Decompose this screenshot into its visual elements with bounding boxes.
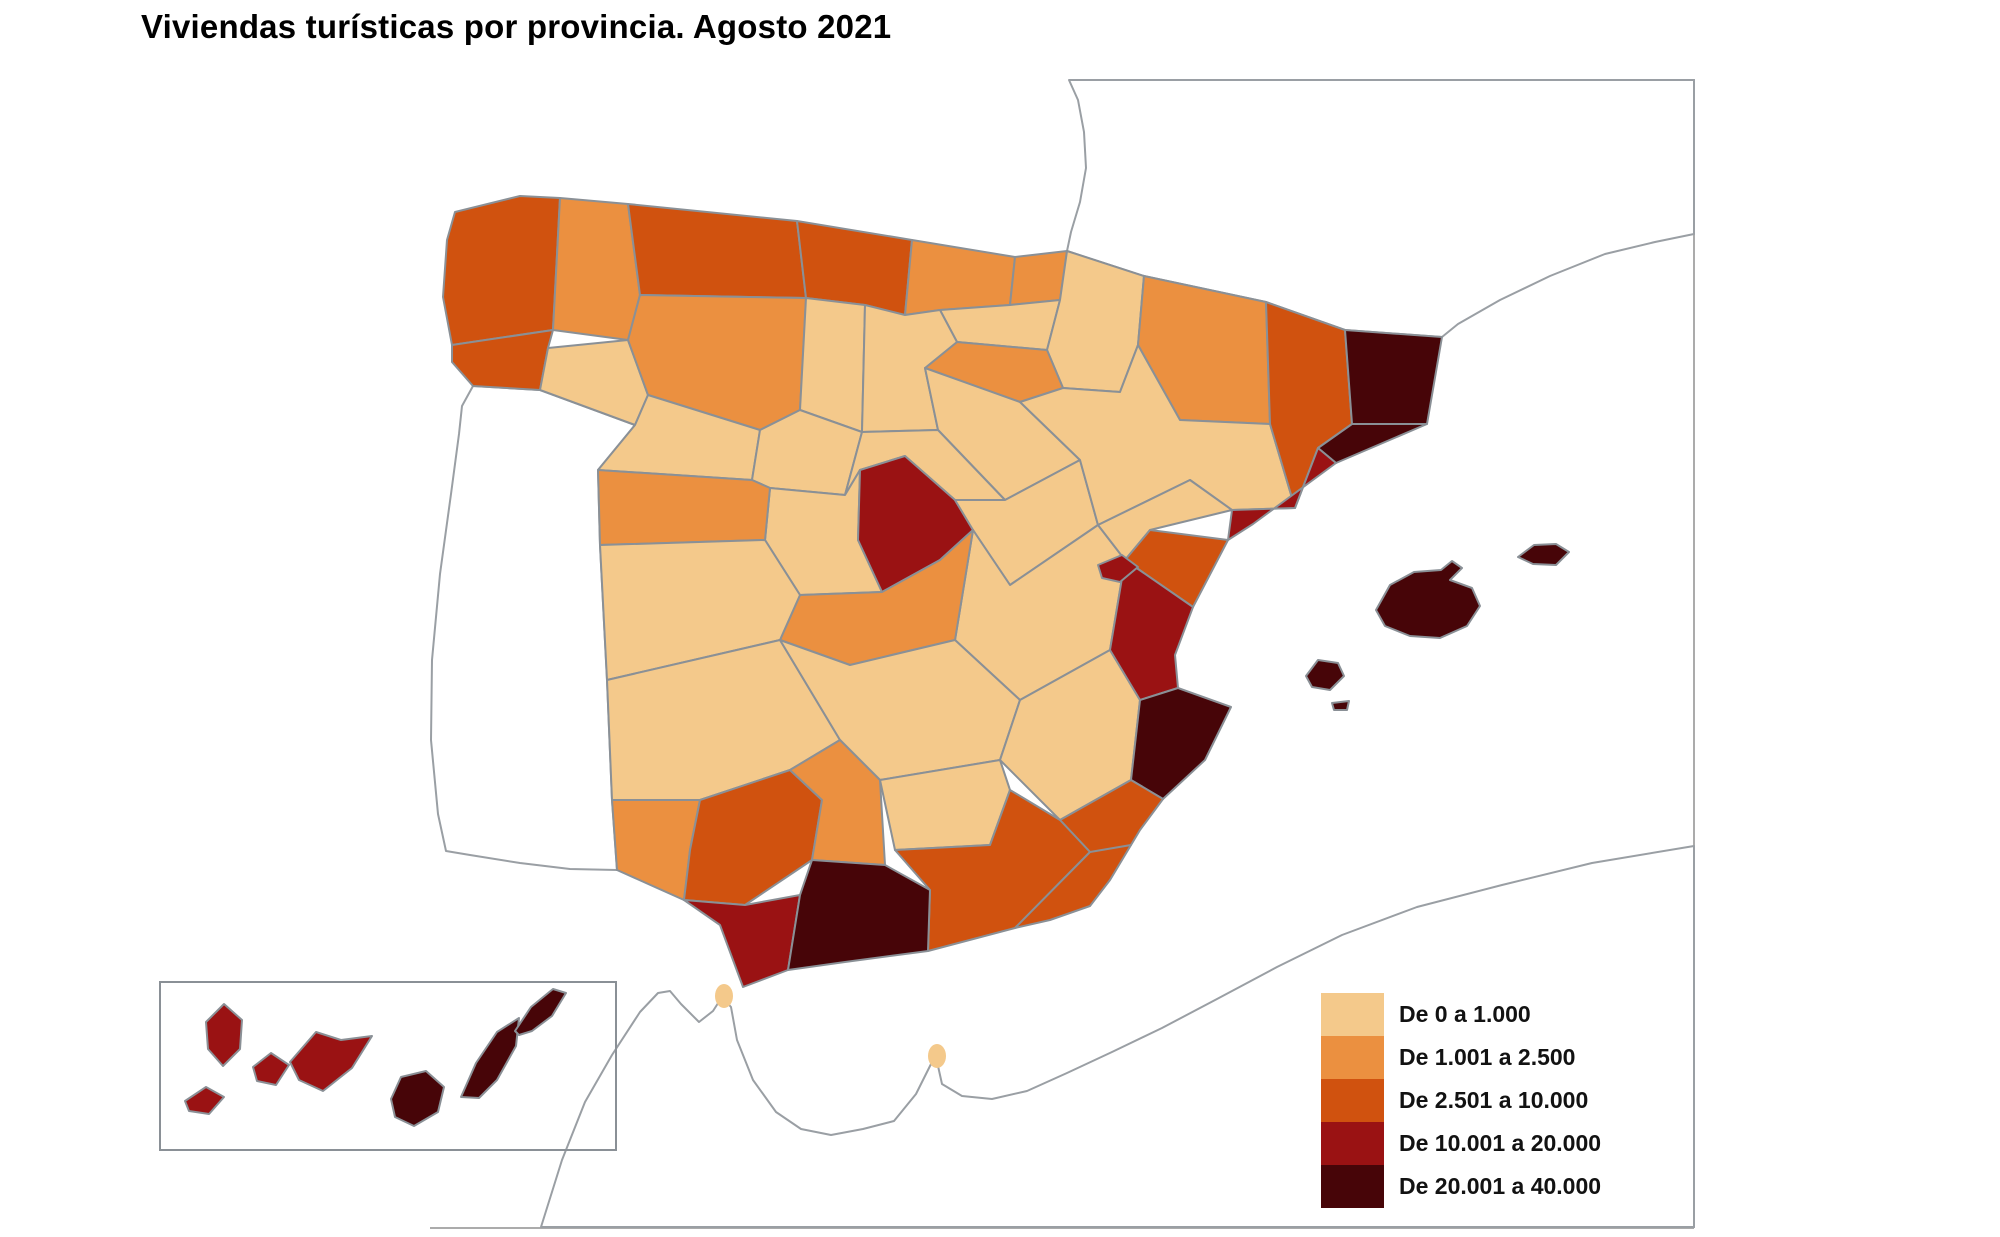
map-legend: De 0 a 1.000 De 1.001 a 2.500 De 2.501 a… <box>1321 993 1601 1208</box>
province-almeria <box>1014 844 1132 929</box>
province-teruel <box>1097 479 1233 561</box>
island-ibiza <box>1305 659 1345 691</box>
island-la-palma <box>205 1003 243 1067</box>
city-ceuta <box>715 984 733 1008</box>
legend-label-0: De 0 a 1.000 <box>1399 1001 1531 1027</box>
province-lugo <box>552 197 641 341</box>
legend-row: De 10.001 a 20.000 <box>1321 1122 1601 1165</box>
island-lanzarote <box>514 988 567 1036</box>
province-valencia-exclave <box>1097 554 1139 583</box>
legend-swatch-0 <box>1321 993 1384 1036</box>
legend-row: De 0 a 1.000 <box>1321 993 1601 1036</box>
autonomous-cities <box>715 984 946 1068</box>
canary-inset-box <box>159 981 617 1151</box>
legend-swatch-2 <box>1321 1079 1384 1122</box>
province-bizkaia <box>904 239 1016 316</box>
province-palencia <box>799 297 866 433</box>
island-gran-canaria <box>390 1070 445 1127</box>
legend-swatch-3 <box>1321 1122 1384 1165</box>
city-melilla <box>928 1044 946 1068</box>
island-mallorca <box>1375 560 1481 639</box>
legend-label-4: De 20.001 a 40.000 <box>1399 1173 1602 1199</box>
province-a-coruna <box>442 195 561 346</box>
island-tenerife <box>289 1031 373 1092</box>
province-salamanca <box>597 469 771 546</box>
balearic-islands <box>1305 543 1570 711</box>
province-girona <box>1344 329 1443 425</box>
page-title: Viviendas turísticas por provincia. Agos… <box>141 8 892 45</box>
province-cadiz <box>683 894 801 988</box>
neighbor-countries <box>430 79 1695 1228</box>
legend-row: De 2.501 a 10.000 <box>1321 1079 1601 1122</box>
province-malaga <box>787 859 931 971</box>
island-menorca <box>1517 543 1570 566</box>
legend-row: De 1.001 a 2.500 <box>1321 1036 1601 1079</box>
province-gipuzkoa <box>1009 250 1068 306</box>
legend-row: De 20.001 a 40.000 <box>1321 1165 1601 1208</box>
province-asturias <box>627 203 807 299</box>
legend-swatch-1 <box>1321 1036 1384 1079</box>
island-la-gomera <box>252 1052 290 1086</box>
island-formentera <box>1331 700 1350 711</box>
canary-inset <box>159 981 617 1151</box>
legend-label-2: De 2.501 a 10.000 <box>1399 1087 1589 1113</box>
island-el-hierro <box>184 1086 225 1115</box>
provinces-layer <box>442 195 1443 988</box>
africa-outline <box>540 845 1695 1228</box>
legend-label-3: De 10.001 a 20.000 <box>1399 1130 1602 1156</box>
island-fuerteventura <box>460 1017 520 1099</box>
province-alicante <box>1130 687 1232 800</box>
legend-swatch-4 <box>1321 1165 1384 1208</box>
province-caceres <box>599 539 801 681</box>
legend-label-1: De 1.001 a 2.500 <box>1399 1044 1576 1070</box>
